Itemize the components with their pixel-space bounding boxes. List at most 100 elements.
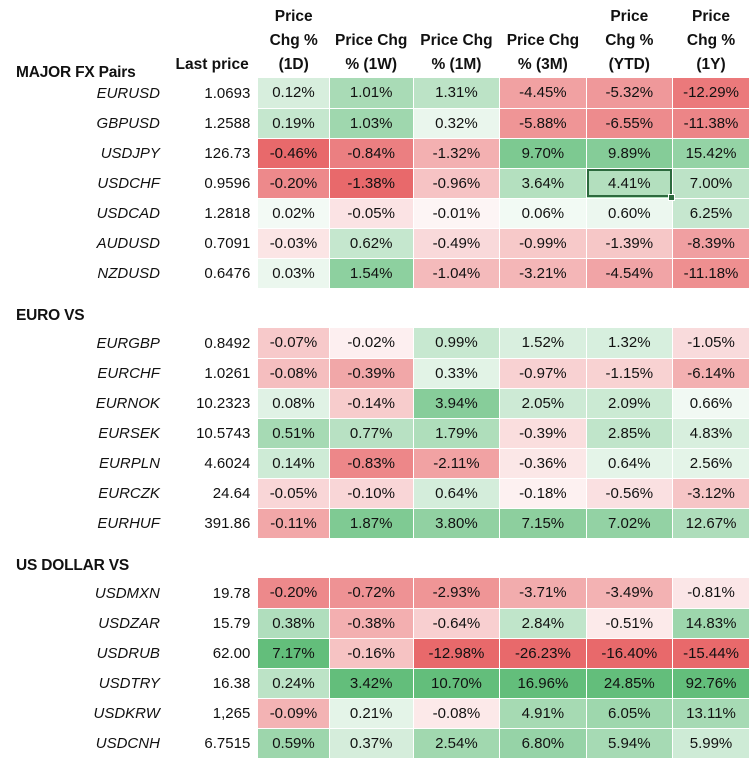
price-change-cell[interactable]: 1.03% <box>329 108 414 139</box>
price-change-cell[interactable]: -12.29% <box>672 78 750 109</box>
price-change-cell[interactable]: -0.20% <box>258 168 330 199</box>
price-change-cell[interactable]: -0.84% <box>329 138 414 169</box>
price-change-cell[interactable]: -0.39% <box>499 418 587 449</box>
last-price-cell[interactable]: 0.7091 <box>204 234 251 252</box>
price-change-cell[interactable]: -0.02% <box>329 328 414 359</box>
price-change-cell[interactable]: 12.67% <box>672 508 750 539</box>
fx-pair-row[interactable]: USDKRW 1,265 -0.09% 0.21% -0.08% 4.91% 6.05% 13… <box>16 698 750 729</box>
price-change-cell[interactable]: 7.15% <box>499 508 587 539</box>
price-change-cell[interactable]: 2.54% <box>413 728 501 759</box>
price-change-cell[interactable]: 0.08% <box>258 388 330 419</box>
price-change-cell[interactable]: -0.46% <box>258 138 330 169</box>
last-price-cell[interactable]: 6.7515 <box>204 734 251 752</box>
price-change-cell[interactable]: 0.14% <box>258 448 330 479</box>
price-change-cell[interactable]: -0.83% <box>329 448 414 479</box>
price-change-cell[interactable]: 0.19% <box>258 108 330 139</box>
price-change-cell[interactable]: -11.18% <box>672 258 750 289</box>
price-change-cell[interactable]: -3.71% <box>499 578 587 609</box>
price-change-cell[interactable]: 0.59% <box>258 728 330 759</box>
fx-pair-row[interactable]: EURCHF 1.0261 -0.08% -0.39% 0.33% -0.97% -1.15… <box>16 358 750 389</box>
price-change-cell[interactable]: 0.03% <box>258 258 330 289</box>
price-change-cell[interactable]: 9.89% <box>586 138 674 169</box>
price-change-cell[interactable]: 3.42% <box>329 668 414 699</box>
price-change-cell[interactable]: -0.97% <box>499 358 587 389</box>
price-change-cell[interactable]: 7.00% <box>672 168 750 199</box>
price-change-cell[interactable]: 0.06% <box>499 198 587 229</box>
price-change-cell[interactable]: -4.45% <box>499 78 587 109</box>
price-change-cell[interactable]: -0.81% <box>672 578 750 609</box>
price-change-cell[interactable]: -3.21% <box>499 258 587 289</box>
price-change-cell[interactable]: 1.31% <box>413 78 501 109</box>
price-change-cell[interactable]: -0.09% <box>258 698 330 729</box>
last-price-cell[interactable]: 1.0261 <box>204 364 251 382</box>
price-change-cell[interactable]: -0.05% <box>258 478 330 509</box>
fx-pair-row[interactable]: USDCHF 0.9596 -0.20% -1.38% -0.96% 3.64% 4.41%… <box>16 168 750 200</box>
price-change-cell[interactable]: -0.38% <box>329 608 414 639</box>
price-change-cell[interactable]: 16.96% <box>499 668 587 699</box>
price-change-cell[interactable]: 0.64% <box>586 448 674 479</box>
price-change-cell[interactable]: 92.76% <box>672 668 750 699</box>
fx-pair-row[interactable]: USDJPY 126.73 -0.46% -0.84% -1.32% 9.70% 9.89%… <box>16 138 750 169</box>
last-price-cell[interactable]: 4.6024 <box>204 454 251 472</box>
price-change-cell[interactable]: -2.93% <box>413 578 501 609</box>
price-change-cell[interactable]: -0.14% <box>329 388 414 419</box>
fx-pair-row[interactable]: EURNOK 10.2323 0.08% -0.14% 3.94% 2.05% 2.09% 0… <box>16 388 750 419</box>
last-price-cell[interactable]: 1.2818 <box>204 204 251 222</box>
price-change-cell[interactable]: -12.98% <box>413 638 501 669</box>
last-price-cell[interactable]: 1,265 <box>212 704 251 722</box>
price-change-cell[interactable]: 2.56% <box>672 448 750 479</box>
price-change-cell[interactable]: 6.05% <box>586 698 674 729</box>
fx-pair-row[interactable]: GBPUSD 1.2588 0.19% 1.03% 0.32% -5.88% -6.55% -… <box>16 108 750 139</box>
price-change-cell[interactable]: 13.11% <box>672 698 750 729</box>
price-change-cell[interactable]: 1.54% <box>329 258 414 289</box>
price-change-cell[interactable]: 9.70% <box>499 138 587 169</box>
price-change-cell[interactable]: -6.14% <box>672 358 750 389</box>
fx-pair-row[interactable]: USDZAR 15.79 0.38% -0.38% -0.64% 2.84% -0.51% 1… <box>16 608 750 639</box>
price-change-cell[interactable]: 0.60% <box>586 198 674 229</box>
price-change-cell[interactable]: 0.12% <box>258 78 330 109</box>
price-change-cell[interactable]: 5.99% <box>672 728 750 759</box>
price-change-cell[interactable]: -0.16% <box>329 638 414 669</box>
last-price-cell[interactable]: 19.78 <box>212 584 251 602</box>
price-change-cell[interactable]: 1.52% <box>499 328 587 359</box>
fx-pair-row[interactable]: NZDUSD 0.6476 0.03% 1.54% -1.04% -3.21% -4.54%… <box>16 258 750 289</box>
last-price-cell[interactable]: 62.00 <box>212 644 251 662</box>
fx-pair-row[interactable]: EURCZK 24.64 -0.05% -0.10% 0.64% -0.18% -0.56%… <box>16 478 750 509</box>
price-change-cell[interactable]: 4.83% <box>672 418 750 449</box>
price-change-cell[interactable]: -0.08% <box>258 358 330 389</box>
price-change-cell[interactable]: -0.72% <box>329 578 414 609</box>
price-change-cell[interactable]: -15.44% <box>672 638 750 669</box>
price-change-cell[interactable]: 3.80% <box>413 508 501 539</box>
price-change-cell[interactable]: -0.11% <box>258 508 330 539</box>
last-price-cell[interactable]: 24.64 <box>212 484 251 502</box>
last-price-cell[interactable]: 16.38 <box>212 674 251 692</box>
price-change-cell[interactable]: 4.91% <box>499 698 587 729</box>
price-change-cell[interactable]: 1.32% <box>586 328 674 359</box>
price-change-cell[interactable]: 2.09% <box>586 388 674 419</box>
last-price-cell[interactable]: 10.5743 <box>196 424 251 442</box>
price-change-cell[interactable]: -2.11% <box>413 448 501 479</box>
fx-pair-row[interactable]: USDCAD 1.2818 0.02% -0.05% -0.01% 0.06% 0.60% 6… <box>16 198 750 229</box>
price-change-cell[interactable]: 0.66% <box>672 388 750 419</box>
fx-pair-row[interactable]: USDRUB 62.00 7.17% -0.16% -12.98% -26.23% -16.… <box>16 638 750 669</box>
price-change-cell[interactable]: -4.54% <box>586 258 674 289</box>
last-price-cell[interactable]: 0.9596 <box>204 174 251 192</box>
fx-pair-row[interactable]: EURHUF 391.86 -0.11% 1.87% 3.80% 7.15% 7.02% 12… <box>16 508 750 539</box>
price-change-cell[interactable]: 1.87% <box>329 508 414 539</box>
price-change-cell[interactable]: -0.08% <box>413 698 501 729</box>
last-price-cell[interactable]: 391.86 <box>204 514 251 532</box>
price-change-cell[interactable]: -0.03% <box>258 228 330 259</box>
price-change-cell[interactable]: 6.25% <box>672 198 750 229</box>
fx-pair-row[interactable]: USDCNH 6.7515 0.59% 0.37% 2.54% 6.80% 5.94% 5.9… <box>16 728 750 759</box>
fx-pair-row[interactable]: EURUSD 1.0693 0.12% 1.01% 1.31% -4.45% -5.32% -… <box>16 78 750 109</box>
price-change-cell[interactable]: -0.64% <box>413 608 501 639</box>
fx-pair-row[interactable]: EURGBP 0.8492 -0.07% -0.02% 0.99% 1.52% 1.32% -… <box>16 328 750 359</box>
fx-pair-row[interactable]: USDTRY 16.38 0.24% 3.42% 10.70% 16.96% 24.85% 9… <box>16 668 750 699</box>
last-price-cell[interactable]: 15.79 <box>212 614 251 632</box>
last-price-cell[interactable]: 126.73 <box>204 144 251 162</box>
price-change-cell[interactable]: 1.79% <box>413 418 501 449</box>
price-change-cell[interactable]: -0.56% <box>586 478 674 509</box>
price-change-cell[interactable]: 0.38% <box>258 608 330 639</box>
last-price-cell[interactable]: 10.2323 <box>196 394 251 412</box>
price-change-cell[interactable]: 15.42% <box>672 138 750 169</box>
